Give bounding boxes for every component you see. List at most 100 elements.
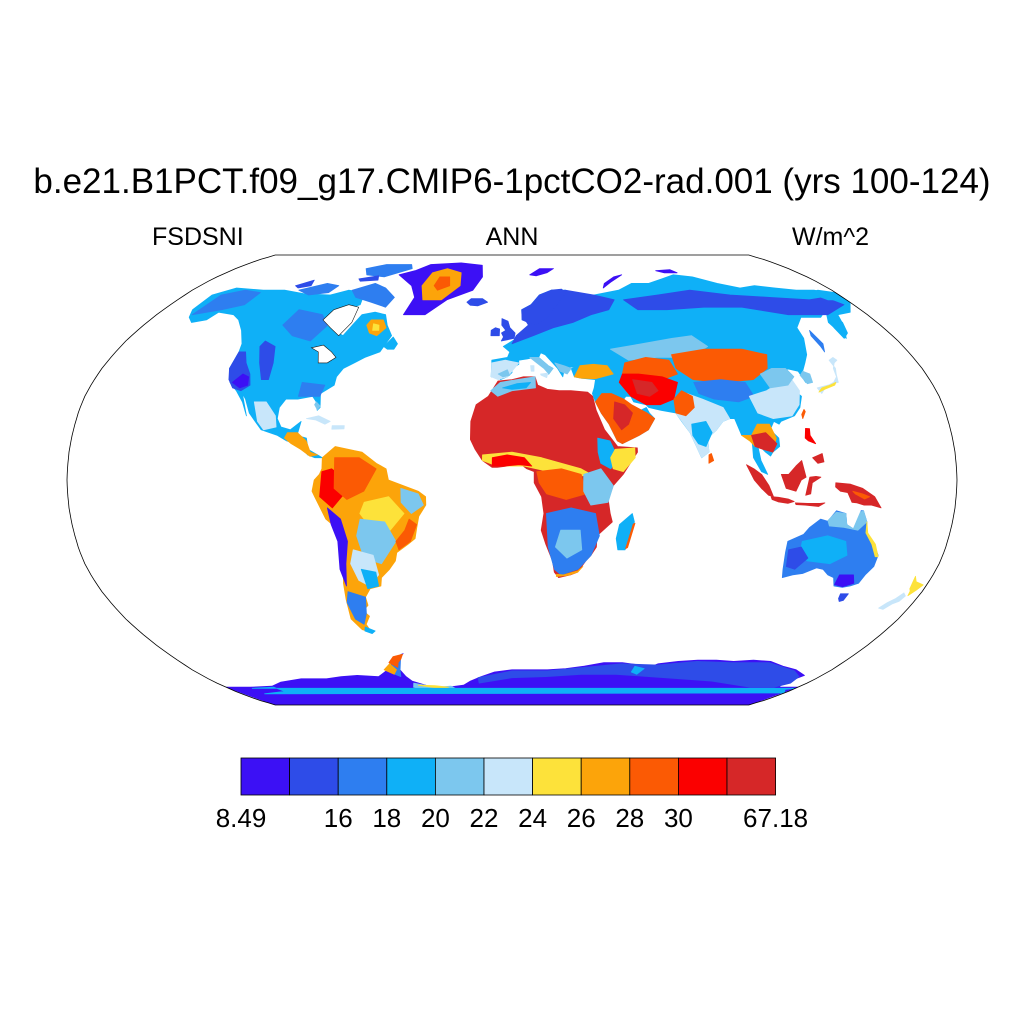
region-gulf-coast-west (491, 454, 533, 467)
region-patagonia (346, 591, 367, 625)
region-iceland (466, 298, 488, 307)
region-china-north-plain (759, 368, 795, 389)
region-nz-north (907, 575, 924, 597)
region-siberia-north (623, 289, 845, 316)
region-nw-india (673, 390, 695, 417)
region-cuba (306, 415, 331, 425)
region-andes (327, 507, 348, 587)
region-central-america (284, 432, 318, 457)
colorbar-box (678, 757, 728, 796)
region-balkans (554, 362, 572, 375)
region-western-deserts (785, 546, 809, 570)
region-ellesmere (365, 264, 413, 278)
season-label: ANN (485, 223, 539, 251)
region-great-britain (500, 318, 516, 342)
colorbar-tick-label: 30 (664, 803, 693, 833)
region-svalbard (529, 268, 554, 277)
region-peninsula-west (383, 663, 397, 675)
region-new-guinea-highlands (852, 490, 871, 500)
region-rockies (259, 340, 276, 380)
region-japan-south (818, 382, 837, 393)
colorbar-box (629, 757, 679, 796)
region-southern-brazil (356, 518, 397, 565)
region-kamchatka (829, 314, 848, 339)
region-italy (529, 357, 554, 375)
region-canadian-shield (282, 309, 329, 342)
region-sardinia (530, 365, 535, 372)
colorbar-box (483, 757, 533, 796)
colorbar-tick-label: 8.49 (216, 803, 267, 833)
colorbar-tick-label: 16 (324, 803, 353, 833)
region-alaska (191, 289, 261, 316)
region-congo-basin (536, 468, 587, 500)
region-hispaniola (331, 425, 345, 430)
region-deccan (691, 421, 713, 447)
region-taiwan (801, 409, 806, 419)
region-ronne-strip (418, 684, 449, 689)
region-devon-island (358, 275, 380, 282)
region-kalahari (555, 529, 583, 559)
region-korea (799, 370, 813, 385)
region-novaya-zemlya (602, 274, 623, 289)
colorbar-tick-label: 20 (421, 803, 450, 833)
region-atlas-core (502, 382, 531, 390)
region-tierra-del-fuego (364, 626, 376, 634)
colorbar-tick-label: 28 (615, 803, 644, 833)
variable-label: FSDSNI (152, 223, 244, 251)
colorbar-box (726, 757, 776, 796)
region-hudson-bay (322, 304, 360, 337)
region-chukotka (808, 289, 847, 301)
colorbar-box (580, 757, 631, 796)
region-south-coast (555, 566, 584, 577)
units-label: W/m^2 (791, 223, 869, 251)
region-anatolia (574, 363, 614, 380)
region-victoria-island (298, 283, 340, 296)
region-sri-lanka (708, 453, 715, 464)
colorbar-tick-label: 26 (567, 803, 596, 833)
region-north-australia (827, 510, 868, 531)
region-nz-south (878, 592, 906, 610)
region-ireland (490, 327, 500, 337)
colorbar-tick-label: 22 (470, 803, 499, 833)
region-horn (610, 447, 636, 472)
region-east-africa (583, 468, 614, 506)
colorbar-box (434, 757, 485, 796)
region-amazon-north (333, 457, 377, 500)
region-antarctic-margin (477, 661, 800, 688)
region-mindanao (812, 453, 825, 464)
region-atlantic-coast (395, 518, 418, 551)
region-newfoundland (383, 336, 398, 350)
colorbar-box (289, 757, 339, 796)
colorbar-tick-label: 24 (518, 803, 547, 833)
region-borneo (780, 460, 807, 492)
region-sakhalin (809, 330, 825, 353)
region-ne-brazil-coast (400, 488, 424, 514)
colorbar-box (532, 757, 582, 796)
region-scandinavia (521, 288, 567, 326)
region-lesser-sunda (794, 502, 826, 507)
region-severnaya-zemlya (655, 269, 678, 274)
region-tibet (693, 379, 755, 403)
region-amery (630, 665, 645, 675)
region-iberia (490, 359, 520, 380)
region-peninsula-coast (388, 653, 403, 668)
colorbar-labels: 8.49 16 18 20 22 24 26 28 30 67.18 (216, 803, 808, 833)
region-indochina-south (751, 432, 778, 453)
region-madagascar (615, 513, 635, 551)
region-hokkaido-honshu (816, 357, 839, 394)
region-iberia-core (497, 369, 511, 378)
colorbar-box (337, 757, 388, 796)
colorbar-box (240, 757, 290, 796)
region-sulawesi (805, 476, 822, 496)
plot-title: b.e21.B1PCT.f09_g17.CMIP6-1pctCO2-rad.00… (33, 162, 991, 201)
region-se-australia (834, 574, 855, 588)
region-great-lakes (310, 344, 337, 364)
region-southeast-us (298, 382, 326, 397)
region-madagascar-coast (625, 522, 636, 549)
region-luzon (804, 428, 817, 445)
map-boundary (66, 254, 958, 706)
colorbar-tick-label: 67.18 (743, 803, 808, 833)
region-greenland-summit (433, 276, 451, 291)
